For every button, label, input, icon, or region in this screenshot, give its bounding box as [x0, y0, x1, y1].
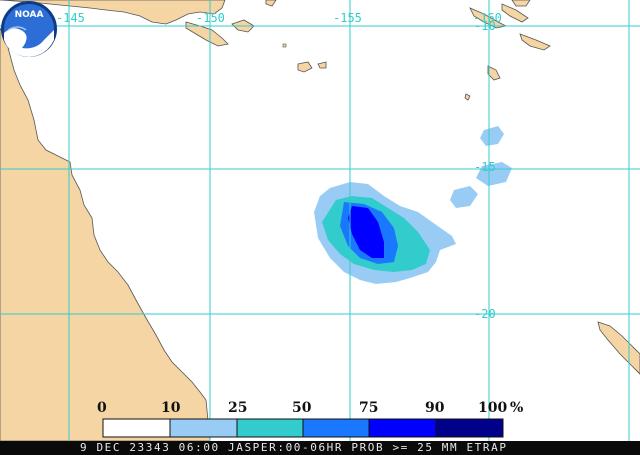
noaa-logo-text: NOAA [15, 10, 44, 20]
solomon-island [464, 93, 471, 101]
legend-bin-0-10 [102, 418, 171, 438]
longitude-label: -155 [333, 11, 362, 25]
legend-tick-label: 75 [359, 400, 379, 416]
legend-bin-50-75 [302, 418, 370, 438]
status-text: 9 DEC 23343 06:00 JASPER:00-06HR PROB >=… [80, 441, 508, 454]
legend-tick-label: 90 [425, 400, 445, 416]
island [317, 61, 327, 69]
island [265, 0, 277, 7]
longitude-label: -145 [56, 11, 85, 25]
island [282, 43, 287, 48]
legend-bin-25-50 [236, 418, 304, 438]
island [297, 61, 313, 73]
legend-bin-90-100 [435, 418, 504, 438]
legend-bin-10-25 [169, 418, 238, 438]
latitude-label: -20 [474, 307, 496, 321]
legend-tick-label: 0 [97, 400, 107, 416]
noaa-logo-icon: NOAA [1, 1, 57, 57]
latitude-label: -10 [474, 19, 496, 33]
australia-landmass [0, 27, 211, 442]
png-east-tip [185, 21, 229, 47]
legend-tick-label: 10 [161, 400, 181, 416]
png-landmass [0, 0, 226, 25]
status-bar: 9 DEC 23343 06:00 JASPER:00-06HR PROB >=… [0, 441, 640, 455]
prob-patch [450, 186, 478, 208]
solomon-island [501, 3, 529, 23]
prob-contour-75-90 [348, 206, 384, 258]
solomon-island [519, 33, 551, 51]
legend-tick-label: 100 [478, 400, 508, 416]
solomon-island [487, 65, 501, 81]
legend-colorbar [102, 418, 504, 438]
lat-lon-grid [0, 0, 640, 441]
prob-patch [476, 162, 512, 186]
longitude-label: -160 [473, 11, 502, 25]
latitude-label: -15 [474, 160, 496, 174]
legend-tick-label: 50 [292, 400, 312, 416]
longitude-label: -150 [196, 11, 225, 25]
solomon-island [469, 7, 508, 29]
prob-patch [480, 126, 504, 146]
legend-bin-75-90 [368, 418, 437, 438]
solomon-island [511, 0, 531, 7]
legend-unit-label: % [510, 400, 524, 416]
legend-tick-label: 25 [228, 400, 248, 416]
